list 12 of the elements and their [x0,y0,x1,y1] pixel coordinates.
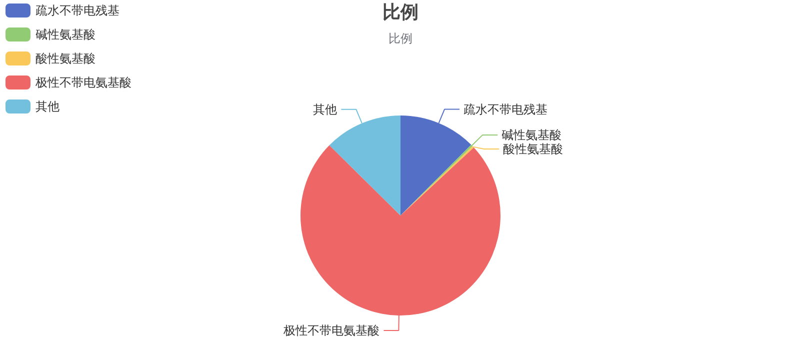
slice-label: 其他 [313,102,338,116]
legend-label: 疏水不带电残基 [36,4,120,18]
legend-label: 碱性氨基酸 [36,28,96,42]
slice-label: 酸性氨基酸 [503,142,564,156]
slice-label: 碱性氨基酸 [502,128,562,142]
text: 比例 [388,32,412,46]
chart-title: 比例 [382,2,418,23]
legend-label: 其他 [36,100,60,114]
slice-label: 极性不带电氨基酸 [282,323,380,338]
legend-label: 酸性氨基酸 [36,52,96,66]
slice-label: 疏水不带电残基 [464,102,548,116]
legend-label: 极性不带电氨基酸 [34,76,132,90]
